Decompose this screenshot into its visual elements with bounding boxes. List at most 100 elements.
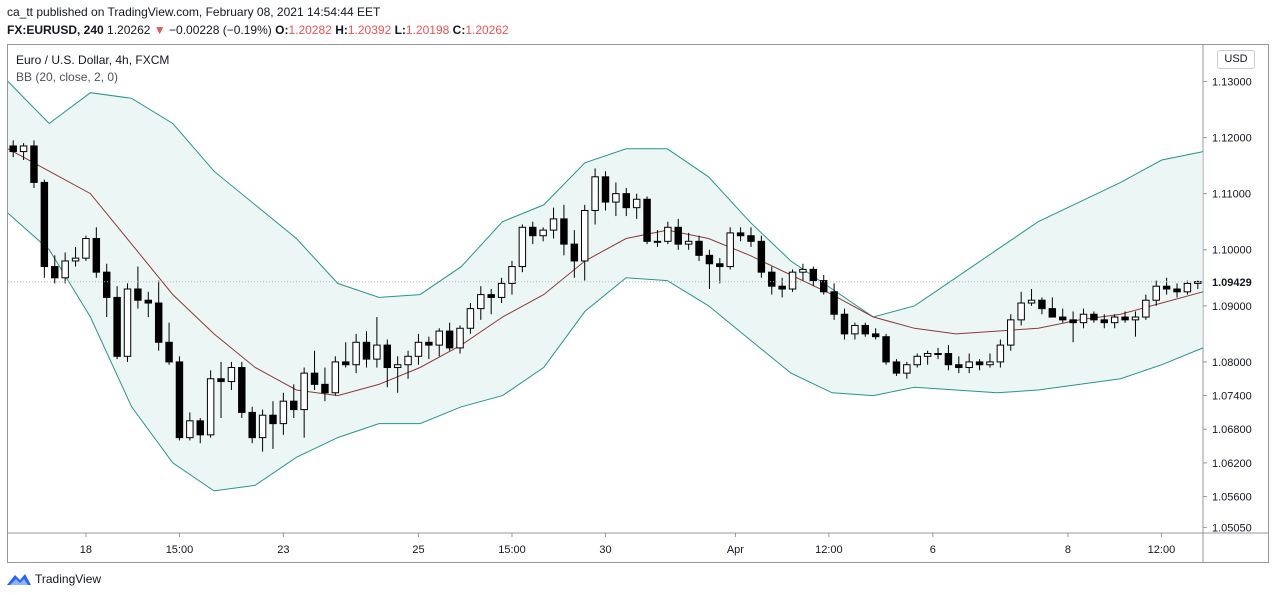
candle-body[interactable] [175,361,184,439]
candle-body[interactable] [51,266,59,279]
candle-body[interactable] [445,330,454,349]
candle-body[interactable] [1058,316,1067,321]
candle-body[interactable] [82,238,90,259]
candle-body[interactable] [923,353,932,357]
candle-body[interactable] [975,361,984,366]
candle-body[interactable] [102,271,111,298]
candle-body[interactable] [352,341,360,366]
candle-body[interactable] [830,291,838,315]
candle-body[interactable] [1090,313,1098,321]
candle-body[interactable] [331,361,340,394]
candle-body[interactable] [435,330,443,346]
candle-body[interactable] [518,226,527,268]
candle-body[interactable] [788,271,797,290]
tradingview-branding[interactable]: TradingView [7,572,101,586]
candle-body[interactable] [1027,299,1036,304]
candle-body[interactable] [1131,316,1140,321]
candle-body[interactable] [1173,288,1181,293]
candle-body[interactable] [1121,316,1129,321]
candle-body[interactable] [1194,281,1202,284]
candle-body[interactable] [1048,308,1057,318]
candle-body[interactable] [30,145,38,183]
candle-body[interactable] [92,238,101,273]
candle-body[interactable] [529,226,537,237]
candle-body[interactable] [705,254,714,265]
candle-body[interactable] [123,288,132,357]
candle-body[interactable] [674,226,682,245]
candle-body[interactable] [851,324,859,335]
symbol-name[interactable]: FX:EURUSD, 240 [7,23,104,37]
candle-body[interactable] [778,285,786,290]
candle-body[interactable] [227,367,236,383]
candle-body[interactable] [591,176,599,211]
candle-body[interactable] [757,240,766,273]
candle-body[interactable] [1007,319,1015,346]
candle-body[interactable] [1100,319,1109,324]
candle-body[interactable] [861,324,870,335]
candle-body[interactable] [684,240,693,245]
candle-body[interactable] [622,193,631,209]
candle-body[interactable] [632,198,641,209]
candle-body[interactable] [664,226,672,242]
series-legend-title[interactable]: Euro / U.S. Dollar, 4h, FXCM [16,53,170,67]
candle-body[interactable] [269,414,277,425]
candle-body[interactable] [747,235,755,242]
candle-body[interactable] [300,372,308,411]
candle-body[interactable] [819,280,828,293]
candle-body[interactable] [601,176,610,203]
candle-body[interactable] [653,240,662,243]
candle-body[interactable] [986,361,994,366]
candle-body[interactable] [1152,285,1160,301]
candle-body[interactable] [217,378,225,383]
candle-body[interactable] [466,308,475,329]
candle-body[interactable] [726,232,734,268]
candle-body[interactable] [1038,299,1046,310]
candle-body[interactable] [477,294,485,310]
candle-body[interactable] [362,341,371,360]
candle-body[interactable] [61,260,69,279]
candle-body[interactable] [612,193,620,203]
candle-body[interactable] [560,218,568,245]
candle-body[interactable] [539,229,547,237]
candle-body[interactable] [913,355,921,366]
candle-body[interactable] [425,341,433,346]
candle-body[interactable] [809,268,818,282]
candle-body[interactable] [892,361,901,374]
candle-body[interactable] [154,302,163,343]
candle-body[interactable] [310,372,319,385]
candle-body[interactable] [383,344,392,369]
candle-body[interactable] [1183,282,1192,293]
candle-body[interactable] [290,400,298,411]
candle-body[interactable] [165,341,173,363]
candle-body[interactable] [1162,285,1171,290]
candle-body[interactable] [1142,299,1150,318]
candle-body[interactable] [840,313,849,335]
currency-button[interactable]: USD [1217,50,1255,69]
candle-body[interactable] [279,400,288,425]
candle-body[interactable] [373,344,381,360]
candle-body[interactable] [238,367,246,413]
candle-body[interactable] [487,294,495,298]
candle-body[interactable] [799,268,807,273]
candle-body[interactable] [1079,313,1088,324]
candle-body[interactable] [934,353,942,356]
candle-body[interactable] [871,333,880,338]
candle-body[interactable] [341,361,350,366]
candle-body[interactable] [206,378,215,436]
candle-body[interactable] [71,257,80,262]
candle-body[interactable] [1069,319,1077,324]
candle-body[interactable] [393,364,402,369]
candle-body[interactable] [113,296,121,357]
candle-body[interactable] [321,383,329,394]
candle-body[interactable] [497,282,506,298]
candle-body[interactable] [955,364,963,369]
candle-body[interactable] [549,218,558,231]
candle-body[interactable] [643,198,651,242]
candle-body[interactable] [903,364,911,374]
candle-body[interactable] [404,355,412,366]
candle-body[interactable] [570,243,579,262]
candle-body[interactable] [944,353,953,366]
candle-body[interactable] [965,361,973,369]
candle-body[interactable] [9,145,17,153]
